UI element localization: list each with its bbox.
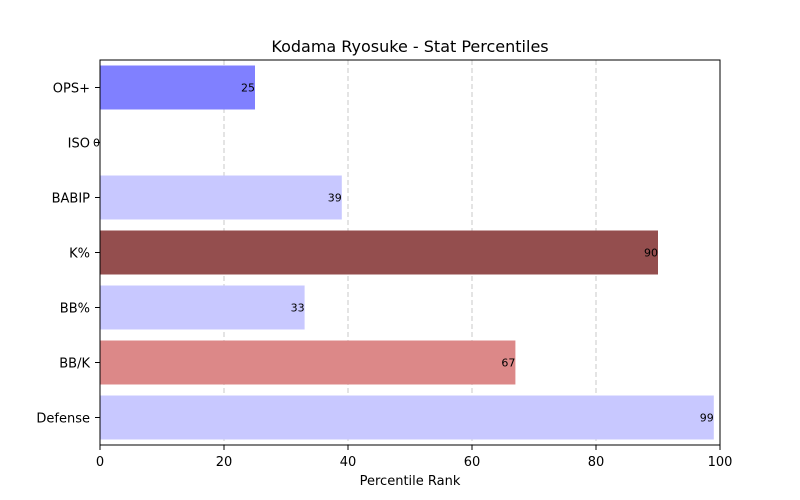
bar [100,395,714,440]
bar-value-label: 67 [501,357,515,370]
x-tick-label: 60 [464,455,481,470]
y-tick-label: ISO [68,137,90,152]
data-labels: 2503990336799 [93,82,714,425]
y-tick-label: OPS+ [53,82,90,97]
chart-title: Kodama Ryosuke - Stat Percentiles [271,37,548,56]
y-tick-label: BABIP [52,192,91,207]
y-tick-label: Defense [36,412,90,427]
bar [100,175,342,220]
x-tick-label: 80 [588,455,605,470]
x-tick-label: 20 [216,455,233,470]
bar-value-label: 90 [644,247,658,260]
bar [100,285,305,330]
x-tick-label: 40 [340,455,357,470]
bar-value-label: 33 [291,302,305,315]
x-axis-ticks: 0 20 40 60 80 100 [96,445,733,470]
y-tick-label: BB/K [59,357,90,372]
bar-value-label: 99 [700,412,714,425]
bars [100,65,714,440]
y-tick-label: BB% [60,302,90,317]
bar-value-label: 39 [328,192,342,205]
x-tick-label: 0 [96,455,104,470]
bar [100,340,516,385]
y-axis-ticks: OPS+ ISO BABIP K% BB% BB/K Defense [36,82,100,427]
y-tick-label: K% [69,247,90,262]
bar [100,230,658,275]
x-axis-label: Percentile Rank [360,474,461,489]
bar-value-label: 25 [241,82,255,95]
bar [100,65,255,110]
x-tick-label: 100 [708,455,733,470]
